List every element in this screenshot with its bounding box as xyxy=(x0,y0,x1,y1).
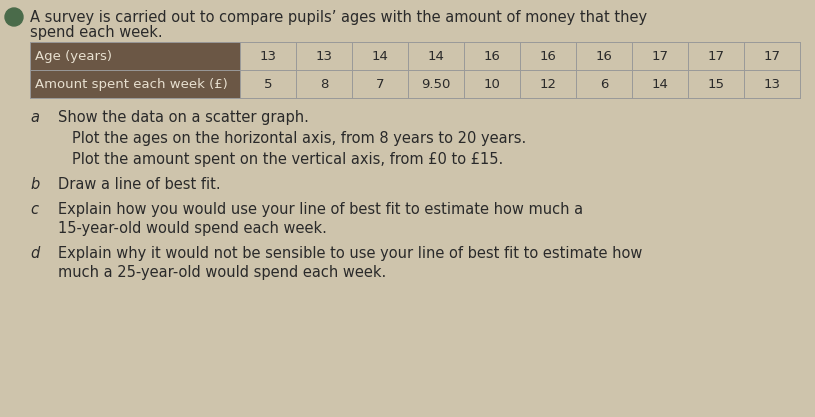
Text: 7: 7 xyxy=(376,78,384,90)
Text: 17: 17 xyxy=(764,50,781,63)
Text: 13: 13 xyxy=(259,50,276,63)
Text: 14: 14 xyxy=(428,50,444,63)
Text: 16: 16 xyxy=(483,50,500,63)
Text: 8: 8 xyxy=(319,78,328,90)
Text: 16: 16 xyxy=(596,50,612,63)
Text: a: a xyxy=(30,110,39,125)
Text: Explain why it would not be sensible to use your line of best fit to estimate ho: Explain why it would not be sensible to … xyxy=(58,246,642,261)
Text: 10: 10 xyxy=(483,78,500,90)
Text: d: d xyxy=(30,246,39,261)
Text: 5: 5 xyxy=(264,78,272,90)
Text: 6: 6 xyxy=(600,78,608,90)
Text: Plot the ages on the horizontal axis, from 8 years to 20 years.: Plot the ages on the horizontal axis, fr… xyxy=(72,131,526,146)
Circle shape xyxy=(5,8,23,26)
Text: Draw a line of best fit.: Draw a line of best fit. xyxy=(58,177,221,192)
FancyBboxPatch shape xyxy=(30,42,240,70)
Text: A survey is carried out to compare pupils’ ages with the amount of money that th: A survey is carried out to compare pupil… xyxy=(30,10,647,25)
Text: 17: 17 xyxy=(651,50,668,63)
Text: Plot the amount spent on the vertical axis, from £0 to £15.: Plot the amount spent on the vertical ax… xyxy=(72,152,503,167)
Text: Explain how you would use your line of best fit to estimate how much a: Explain how you would use your line of b… xyxy=(58,202,583,217)
Text: c: c xyxy=(30,202,38,217)
Text: 15: 15 xyxy=(707,78,725,90)
Text: Show the data on a scatter graph.: Show the data on a scatter graph. xyxy=(58,110,309,125)
Text: 14: 14 xyxy=(651,78,668,90)
Text: 17: 17 xyxy=(707,50,725,63)
Text: Age (years): Age (years) xyxy=(35,50,112,63)
Text: 12: 12 xyxy=(540,78,557,90)
Text: 13: 13 xyxy=(764,78,781,90)
Text: 16: 16 xyxy=(540,50,557,63)
Text: 9.50: 9.50 xyxy=(421,78,451,90)
Text: Amount spent each week (£): Amount spent each week (£) xyxy=(35,78,227,90)
Text: b: b xyxy=(30,177,39,192)
Text: much a 25-year-old would spend each week.: much a 25-year-old would spend each week… xyxy=(58,265,386,280)
Text: spend each week.: spend each week. xyxy=(30,25,163,40)
Text: 14: 14 xyxy=(372,50,389,63)
Text: 13: 13 xyxy=(315,50,333,63)
FancyBboxPatch shape xyxy=(30,70,240,98)
Text: 15-year-old would spend each week.: 15-year-old would spend each week. xyxy=(58,221,327,236)
